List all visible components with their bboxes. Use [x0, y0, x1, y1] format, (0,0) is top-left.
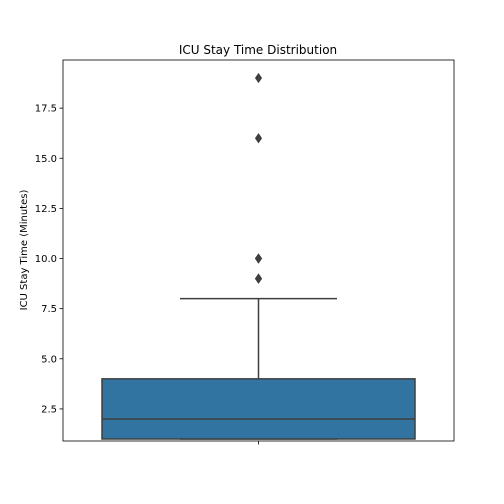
y-tick-label-6: 15.0	[35, 154, 57, 165]
y-axis-label: ICU Stay Time (Minutes)	[19, 190, 30, 311]
y-tick-label-3: 7.5	[41, 304, 57, 315]
outlier-point-2	[254, 273, 263, 284]
y-tick-label-2: 5.0	[41, 354, 57, 365]
outlier-point-5	[254, 133, 263, 144]
axes: 2.5 5.0 7.5 10.0 12.5 15.0 17.5	[35, 59, 455, 445]
y-tick-label-7: 17.5	[35, 104, 57, 115]
outlier-point-4	[254, 253, 263, 264]
y-tick-label-4: 10.0	[35, 254, 57, 265]
chart-title: ICU Stay Time Distribution	[179, 43, 337, 57]
y-tick-label-1: 2.5	[41, 404, 57, 415]
outlier-point-6	[254, 72, 263, 84]
interquartile-box	[101, 378, 416, 440]
y-tick-label-5: 12.5	[35, 204, 57, 215]
plot-area	[101, 72, 416, 440]
